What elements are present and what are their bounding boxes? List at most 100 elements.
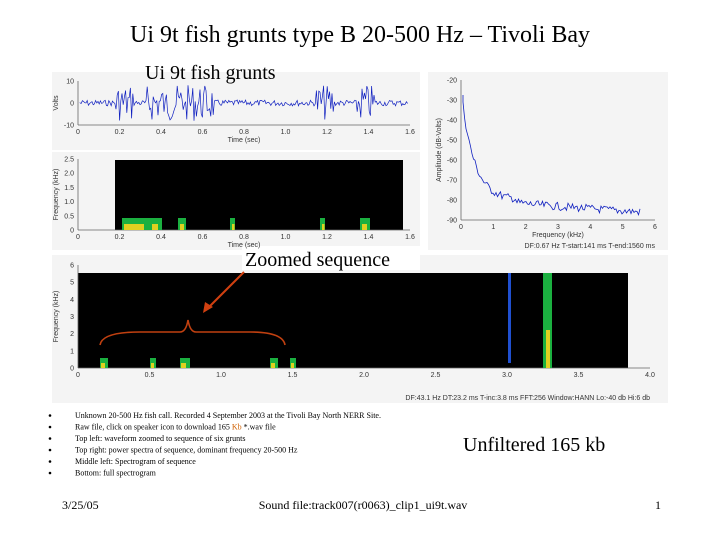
y-axis-label: Frequency (kHz) bbox=[53, 169, 60, 221]
x-tick-label: 1.0 bbox=[281, 234, 291, 241]
spectrum-trace bbox=[462, 95, 641, 217]
x-tick-label: 3 bbox=[556, 224, 560, 231]
x-tick-label: 5 bbox=[621, 224, 625, 231]
waveform-trace bbox=[79, 85, 408, 121]
spectrogram-energy bbox=[322, 224, 325, 230]
bullet-dot bbox=[48, 437, 52, 440]
x-tick-label: 4 bbox=[588, 224, 592, 231]
arrow-head bbox=[203, 302, 213, 313]
spectrogram-energy bbox=[101, 363, 105, 368]
y-tick-label: 1 bbox=[70, 348, 74, 355]
x-tick-label: 0.2 bbox=[115, 129, 125, 136]
x-tick-label: 1.0 bbox=[216, 372, 226, 379]
spectrogram-image bbox=[115, 160, 403, 230]
y-tick-label: -60 bbox=[447, 158, 457, 165]
x-tick-label: 1.6 bbox=[405, 129, 415, 136]
spectrogram-energy bbox=[546, 330, 550, 368]
y-tick-label: 2.0 bbox=[64, 171, 74, 178]
spectrum-panel bbox=[428, 72, 668, 250]
x-axis-label: Time (sec) bbox=[228, 242, 261, 249]
brace bbox=[99, 319, 286, 346]
waveform-panel bbox=[52, 72, 420, 150]
bullet-dot bbox=[48, 425, 52, 429]
y-tick-label: -40 bbox=[447, 118, 457, 125]
x-tick-label: 4.0 bbox=[645, 372, 655, 379]
y-tick-label: -70 bbox=[447, 178, 457, 185]
x-tick-label: 1.0 bbox=[281, 129, 291, 136]
spectrogram-energy bbox=[232, 224, 235, 230]
y-tick-label: -80 bbox=[447, 198, 457, 205]
label-background bbox=[242, 246, 420, 270]
panel-footer: DF:43.1 Hz DT:23.2 ms T-inc:3.8 ms FFT:2… bbox=[405, 395, 650, 402]
spectrogram-energy bbox=[543, 273, 552, 368]
x-tick-label: 1.5 bbox=[288, 372, 298, 379]
y-axis-label: Frequency (kHz) bbox=[53, 291, 60, 343]
spectrogram-energy bbox=[152, 224, 158, 230]
y-tick-label: 2 bbox=[70, 331, 74, 338]
spectrogram-energy bbox=[271, 363, 275, 368]
spectrogram-energy bbox=[508, 273, 511, 363]
y-tick-label: -10 bbox=[64, 123, 74, 130]
bullet-part: *.wav file bbox=[242, 423, 276, 432]
bullet-part: Top left: waveform zoomed to sequence of… bbox=[75, 434, 246, 443]
y-tick-label: 0 bbox=[70, 366, 74, 373]
bullet-dot bbox=[48, 448, 52, 452]
x-tick-label: 0 bbox=[76, 129, 80, 136]
x-tick-label: 0 bbox=[459, 224, 463, 231]
footer-file: Sound file:track007(r0063)_clip1_ui9t.wa… bbox=[259, 498, 468, 512]
y-tick-label: 3 bbox=[70, 314, 74, 321]
spectrogram-energy bbox=[362, 224, 367, 230]
y-tick-label: -30 bbox=[447, 98, 457, 105]
bullet-part: Top right: power spectra of sequence, do… bbox=[75, 446, 298, 455]
y-tick-label: 0.5 bbox=[64, 213, 74, 220]
x-tick-label: 1.2 bbox=[322, 129, 332, 136]
x-tick-label: 0.4 bbox=[156, 129, 166, 136]
bullet-text: Unknown 20-500 Hz fish call. Recorded 4 … bbox=[75, 411, 381, 420]
spectrogram-energy bbox=[291, 363, 294, 368]
subtitle: Ui 9t fish grunts bbox=[145, 62, 276, 84]
bullet-text: Bottom: full spectrogram bbox=[75, 469, 157, 478]
panel-footer: DF:0.67 Hz T-start:141 ms T-end:1560 ms bbox=[525, 243, 656, 250]
bullet-part: Bottom: full spectrogram bbox=[75, 469, 157, 478]
x-axis-label: Frequency (kHz) bbox=[532, 232, 584, 239]
x-tick-label: 0.8 bbox=[239, 234, 249, 241]
y-tick-label: 5 bbox=[70, 280, 74, 287]
x-tick-label: 1 bbox=[491, 224, 495, 231]
x-tick-label: 0.4 bbox=[156, 234, 166, 241]
x-tick-label: 2 bbox=[524, 224, 528, 231]
x-tick-label: 1.2 bbox=[322, 234, 332, 241]
x-tick-label: 2.5 bbox=[431, 372, 441, 379]
spectrogram-image bbox=[78, 273, 628, 368]
y-tick-label: 1.5 bbox=[64, 185, 74, 192]
spectrogram-energy bbox=[124, 224, 144, 230]
y-tick-label: 0 bbox=[70, 101, 74, 108]
y-axis-label: Amplitude (dB-Volts) bbox=[436, 118, 443, 182]
x-tick-label: 0.6 bbox=[198, 234, 208, 241]
x-tick-label: 0.8 bbox=[239, 129, 249, 136]
spectrogram-energy bbox=[181, 363, 186, 368]
bullet-text: Raw file, click on speaker icon to downl… bbox=[75, 423, 276, 432]
bullet-text: Top right: power spectra of sequence, do… bbox=[75, 446, 298, 455]
x-axis-label: Time (sec) bbox=[228, 137, 261, 144]
zoom-label: Zoomed sequence bbox=[245, 249, 390, 271]
y-axis-label: Volts bbox=[53, 95, 60, 111]
footer-page: 1 bbox=[655, 498, 661, 512]
y-tick-label: -90 bbox=[447, 218, 457, 225]
bullet-part: Raw file, click on speaker icon to downl… bbox=[75, 423, 232, 432]
unfiltered-label: Unfiltered 165 kb bbox=[463, 434, 605, 456]
x-tick-label: 6 bbox=[653, 224, 657, 231]
x-tick-label: 0.6 bbox=[198, 129, 208, 136]
y-tick-label: 2.5 bbox=[64, 157, 74, 164]
bullet-text: Middle left: Spectrogram of sequence bbox=[75, 457, 196, 466]
x-tick-label: 3.5 bbox=[574, 372, 584, 379]
x-tick-label: 2.0 bbox=[359, 372, 369, 379]
x-tick-label: 0.2 bbox=[115, 234, 125, 241]
y-tick-label: -20 bbox=[447, 78, 457, 85]
x-tick-label: 0 bbox=[76, 234, 80, 241]
spectrogram-energy bbox=[151, 363, 154, 368]
bullet-part: Kb bbox=[232, 423, 242, 432]
bullet-text: Top left: waveform zoomed to sequence of… bbox=[75, 434, 246, 443]
bullet-dot bbox=[48, 460, 52, 463]
arrow bbox=[207, 271, 245, 309]
